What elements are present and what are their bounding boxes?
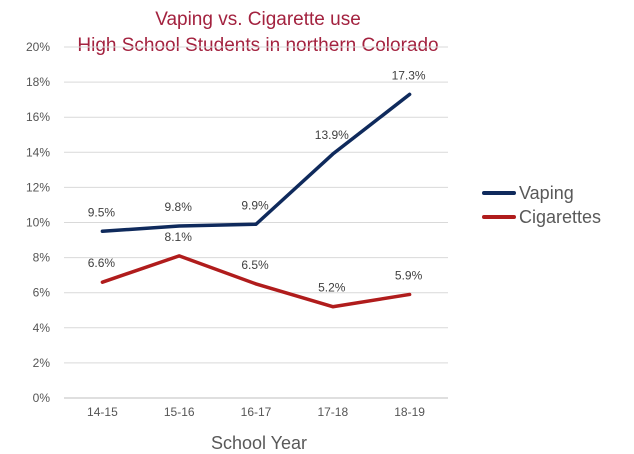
data-label: 5.9% — [395, 268, 423, 282]
x-tick-label: 14-15 — [87, 405, 118, 419]
x-axis-tick-labels: 14-15 15-16 16-17 17-18 18-19 — [87, 405, 425, 419]
series-line-cigarettes — [100, 254, 412, 309]
x-axis-title: School Year — [211, 433, 307, 453]
y-tick-label: 0% — [33, 391, 51, 405]
y-tick-label: 4% — [33, 321, 51, 335]
chart-title-line-1: Vaping vs. Cigarette use — [155, 9, 361, 30]
series-line-vaping — [100, 92, 412, 234]
y-tick-label: 2% — [33, 356, 51, 370]
data-label: 8.1% — [165, 230, 193, 244]
y-tick-label: 12% — [26, 180, 50, 194]
y-tick-label: 10% — [26, 216, 50, 230]
y-tick-label: 14% — [26, 145, 50, 159]
series-lines — [100, 92, 412, 309]
legend-label-cigarettes: Cigarettes — [519, 207, 601, 227]
y-tick-label: 20% — [26, 40, 50, 54]
data-label: 5.2% — [318, 281, 346, 295]
y-tick-label: 8% — [33, 251, 51, 265]
y-tick-label: 16% — [26, 110, 50, 124]
legend: Vaping Cigarettes — [482, 183, 601, 227]
data-label: 9.9% — [241, 198, 269, 212]
x-tick-label: 15-16 — [164, 405, 195, 419]
chart-title: Vaping vs. Cigarette use High School Stu… — [77, 9, 438, 56]
x-tick-label: 18-19 — [394, 405, 425, 419]
data-label: 9.5% — [88, 205, 116, 219]
y-tick-label: 18% — [26, 75, 50, 89]
legend-label-vaping: Vaping — [519, 183, 574, 203]
data-label: 6.6% — [88, 256, 116, 270]
data-label: 9.8% — [165, 200, 193, 214]
x-tick-label: 16-17 — [241, 405, 272, 419]
data-label: 17.3% — [392, 68, 426, 82]
y-axis-tick-labels: 0% 2% 4% 6% 8% 10% 12% 14% 16% 18% 20% — [26, 40, 50, 405]
chart-title-line-2: High School Students in northern Colorad… — [77, 35, 438, 56]
data-labels: 9.5% 9.8% 9.9% 13.9% 17.3% 6.6% 8.1% 6.5% 5.2% 5.… — [88, 68, 426, 294]
x-tick-label: 17-18 — [317, 405, 348, 419]
y-tick-label: 6% — [33, 286, 51, 300]
data-label: 6.5% — [241, 258, 269, 272]
data-label: 13.9% — [315, 128, 349, 142]
